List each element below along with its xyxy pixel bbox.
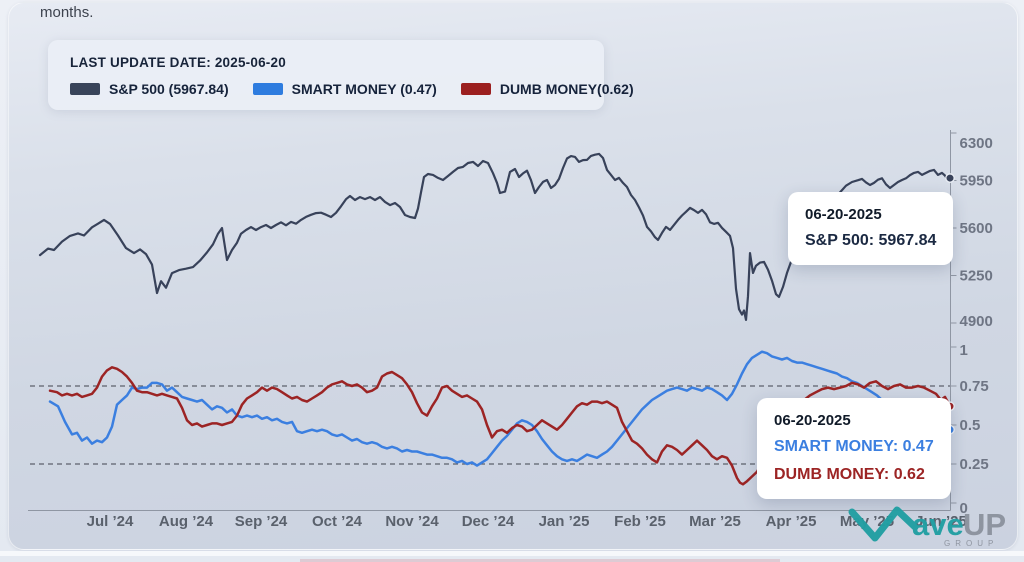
dumb-money-swatch-icon xyxy=(460,83,491,95)
x-axis-label-sep-24: Sep ’24 xyxy=(235,513,288,530)
y-tick-label: 0.25 xyxy=(960,456,989,473)
logo-text-group: GROUP xyxy=(944,539,998,548)
legend-item-dumb-money[interactable]: DUMB MONEY(0.62) xyxy=(460,81,634,97)
x-axis-label-mar-25: Mar ’25 xyxy=(689,513,741,530)
y-tick-label: 0.5 xyxy=(960,417,981,434)
confidence-tooltip: 06-20-2025 SMART MONEY: 0.47 DUMB MONEY:… xyxy=(757,398,951,499)
legend-label-dumb-money: DUMB MONEY(0.62) xyxy=(499,81,634,97)
last-point-dot-s-p-500 xyxy=(945,173,955,183)
waveup-group-logo: ave UP GROUP xyxy=(848,506,1006,548)
x-axis-label-dec-24: Dec ’24 xyxy=(462,513,515,530)
legend-item-sp500[interactable]: S&P 500 (5967.84) xyxy=(70,81,229,97)
y-tick-label: 4900 xyxy=(960,313,993,330)
legend-last-update: LAST UPDATE DATE: 2025-06-20 xyxy=(70,55,286,70)
sp500-swatch-icon xyxy=(70,83,100,95)
legend-items: S&P 500 (5967.84) SMART MONEY (0.47) DUM… xyxy=(70,81,634,97)
y-tick-label: 6300 xyxy=(960,135,993,152)
y-tick-label: 1 xyxy=(960,342,968,359)
tooltip-smart-money-value: SMART MONEY: 0.47 xyxy=(774,438,934,456)
series-line-smart-money xyxy=(48,350,952,467)
y-tick-label: 0 xyxy=(960,500,968,517)
x-axis-label-jul-24: Jul ’24 xyxy=(87,513,134,530)
y-tick-label: 5250 xyxy=(960,268,993,285)
chart-legend: LAST UPDATE DATE: 2025-06-20 S&P 500 (59… xyxy=(48,40,634,110)
logo-text-ave: ave xyxy=(912,507,964,542)
tooltip-sp500-value: S&P 500: 5967.84 xyxy=(805,232,937,250)
x-axis-label-aug-24: Aug ’24 xyxy=(159,513,214,530)
y-tick-label: 5600 xyxy=(960,220,993,237)
y-tick-label: 0.75 xyxy=(960,378,989,395)
wave-icon xyxy=(848,506,919,542)
legend-label-smart-money: SMART MONEY (0.47) xyxy=(291,81,437,97)
sp500-tooltip: 06-20-2025 S&P 500: 5967.84 xyxy=(788,192,954,266)
tooltip-date: 06-20-2025 xyxy=(805,206,882,223)
x-axis-label-jan-25: Jan ’25 xyxy=(539,513,590,530)
tooltip-date: 06-20-2025 xyxy=(774,412,851,429)
x-axis-label-apr-25: Apr ’25 xyxy=(766,513,817,530)
bottom-divider xyxy=(0,551,1024,556)
page-text-months: months. xyxy=(40,4,94,21)
legend-label-sp500: S&P 500 (5967.84) xyxy=(109,81,229,97)
smart-money-swatch-icon xyxy=(252,83,283,95)
y-tick-label: 5950 xyxy=(960,173,993,190)
logo-text-up: UP xyxy=(963,507,1006,542)
x-axis-label-nov-24: Nov ’24 xyxy=(385,513,439,530)
bottom-clipped-content xyxy=(300,559,780,562)
x-axis-label-jun-25: Jun ’25 xyxy=(915,513,967,530)
x-axis-label-feb-25: Feb ’25 xyxy=(614,513,666,530)
tooltip-dumb-money-value: DUMB MONEY: 0.62 xyxy=(774,466,925,484)
x-axis-label-oct-24: Oct ’24 xyxy=(312,513,363,530)
legend-item-smart-money[interactable]: SMART MONEY (0.47) xyxy=(252,81,437,97)
